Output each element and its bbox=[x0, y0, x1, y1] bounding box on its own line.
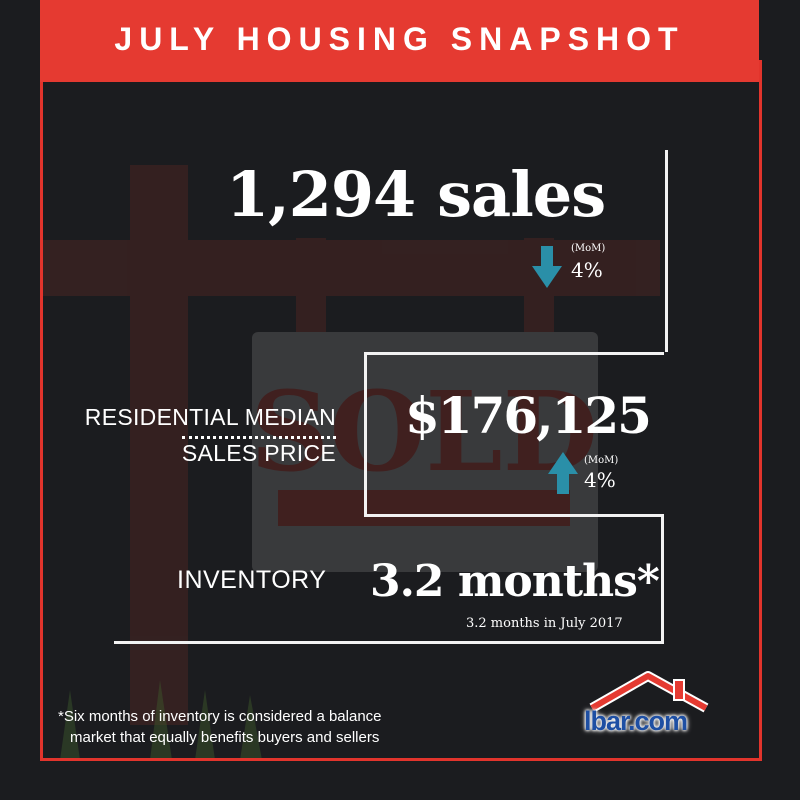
dotted-divider bbox=[182, 436, 336, 439]
footnote-line2: market that equally benefits buyers and … bbox=[70, 729, 380, 746]
arrow-down-icon bbox=[532, 246, 562, 288]
price-bracket bbox=[364, 352, 664, 517]
brand-logo[interactable]: lbar.com bbox=[584, 706, 688, 736]
inventory-label: INVENTORY bbox=[177, 566, 327, 594]
page-title: JULY HOUSING SNAPSHOT bbox=[114, 21, 685, 57]
house-roof-logo-icon bbox=[589, 671, 709, 713]
sales-bracket bbox=[592, 150, 668, 352]
arrow-up-icon bbox=[548, 452, 578, 494]
median-price: $176,125 bbox=[405, 386, 652, 445]
price-label-line2: SALES PRICE bbox=[181, 440, 336, 466]
price-label-line1: RESIDENTIAL MEDIAN bbox=[84, 404, 336, 430]
inventory-value: 3.2 months* bbox=[370, 556, 660, 607]
svg-text:SOLD: SOLD bbox=[250, 367, 598, 496]
title-banner: JULY HOUSING SNAPSHOT bbox=[40, 0, 759, 82]
inventory-note: 3.2 months in July 2017 bbox=[466, 616, 623, 631]
sales-change-percent: 4% bbox=[571, 258, 603, 282]
footnote-line1: *Six months of inventory is considered a… bbox=[58, 708, 382, 725]
price-change-percent: 4% bbox=[584, 468, 616, 492]
sales-unit: sales bbox=[437, 158, 606, 231]
sales-change-period: (MoM) bbox=[571, 243, 606, 254]
sales-count: 1,294 bbox=[226, 158, 416, 231]
inventory-bracket bbox=[114, 514, 664, 644]
sales-stat: 1,294 sales bbox=[226, 158, 626, 231]
footnote: *Six months of inventory is considered a… bbox=[58, 706, 478, 748]
content-frame bbox=[40, 60, 762, 761]
price-change-period: (MoM) bbox=[584, 455, 619, 466]
